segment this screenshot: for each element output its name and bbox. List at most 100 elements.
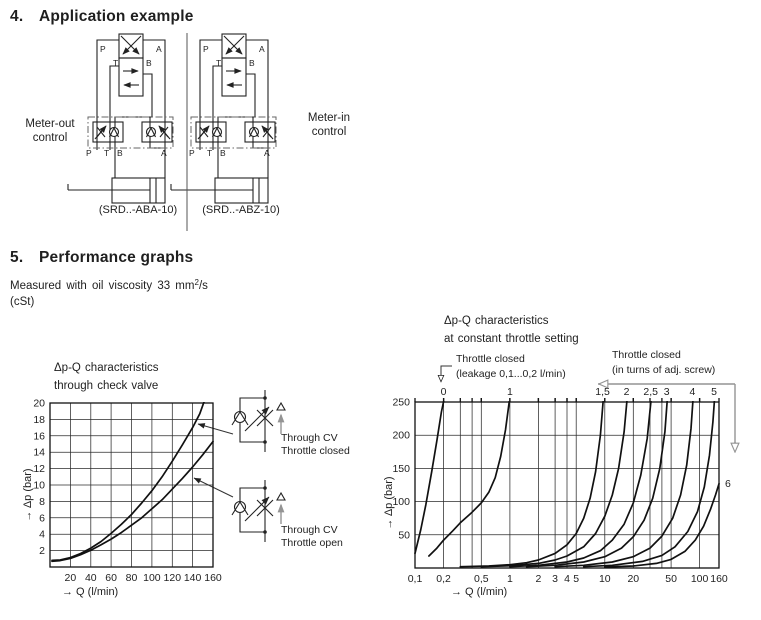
y-tick-label: 8 (39, 496, 45, 508)
right-chart-ylabel: → Δp (bar) (383, 476, 395, 530)
left-chart-xlabel: → Q (l/min) (62, 586, 119, 598)
viscosity-text: Measured with oil viscosity 33 mm (10, 280, 195, 292)
x-tick-label: 5 (573, 573, 579, 585)
y-tick-label: 200 (392, 430, 410, 442)
annotation-throttle-closed-leakage: Throttle closed (leakage 0,1...0,2 l/min… (456, 353, 566, 380)
plot-frame (49, 402, 214, 568)
throttle-setting-chart-plot: 0,1 0,2 0,5 1 2 3 4 5 10 20 50 100 16050100150200250… (392, 386, 731, 585)
curve-through-cv-throttle-open (51, 440, 214, 563)
x-tick-label: 1 (507, 573, 513, 585)
plate-port-p: P (86, 148, 92, 158)
curve-through-cv-throttle-closed (51, 402, 205, 562)
y-tick-label: 2 (39, 545, 45, 557)
x-tick-label: 4 (564, 573, 570, 585)
through-cv-closed-label: Through CV Throttle closed (281, 432, 350, 457)
application-example-diagrams: P A T B P T B A (67, 33, 365, 231)
x-tick-label: 3 (552, 573, 558, 585)
x-tick-label: 100 (143, 572, 161, 584)
sandwich-plate-box (87, 116, 174, 149)
port-label-b: B (146, 58, 152, 68)
curve-label-2: 2 (624, 386, 630, 398)
plate-port-t: T (104, 148, 109, 158)
x-tick-label: 0,2 (436, 573, 451, 585)
leader-throttle-closed-0 (441, 365, 452, 381)
cylinder-symbol (67, 177, 166, 204)
curve-2,5 (509, 401, 652, 568)
x-tick-label: 120 (164, 572, 182, 584)
curve-label-6: 6 (725, 478, 731, 490)
x-tick-label: 160 (204, 572, 222, 584)
cv-throttle-open-symbol (231, 480, 286, 542)
right-chart-xlabel: → Q (l/min) (451, 586, 508, 598)
curve-1,5 (459, 401, 605, 568)
y-tick-label: 150 (392, 463, 410, 475)
curve-3 (525, 401, 669, 568)
plate-port-b: B (117, 148, 123, 158)
hydraulic-circuit: P A T B P T B A (67, 33, 174, 204)
y-tick-label: 16 (33, 430, 45, 442)
x-tick-label: 10 (599, 573, 611, 585)
curve-0 (414, 401, 445, 555)
curve-label-2,5: 2,5 (643, 386, 658, 398)
y-tick-label: 10 (33, 480, 45, 492)
curve-1 (428, 401, 511, 557)
y-tick-label: 50 (398, 529, 410, 541)
annotation-throttle-closed-turns: Throttle closed (in turns of adj. screw) (612, 349, 716, 376)
curve-label-4: 4 (689, 386, 695, 398)
left-chart-title: Δp-Q characteristics through check valve (54, 362, 159, 392)
section-4-number: 4. (10, 8, 24, 25)
port-label-t: T (113, 58, 118, 68)
check-valve-icon (233, 500, 247, 514)
x-tick-label: 2 (535, 573, 541, 585)
throttle-icon (256, 499, 274, 517)
y-tick-label: 18 (33, 414, 45, 426)
check-valve-chart-plot: 20 40 60 80 100 120 140 160 2 4 6 8 10 12 14 16 18 20 (33, 398, 222, 585)
leader-arrow-closed-curve (197, 423, 234, 435)
y-tick-label: 14 (33, 447, 45, 459)
x-tick-label: 20 (627, 573, 639, 585)
section-4-heading: 4. Application example (10, 8, 194, 26)
directional-valve-symbol (118, 33, 144, 97)
x-tick-label: 0,1 (408, 573, 423, 585)
throttle-icon (256, 409, 274, 427)
x-tick-label: 100 (691, 573, 709, 585)
viscosity-cst: (cSt) (10, 296, 35, 308)
section-5-number: 5. (10, 249, 24, 266)
y-tick-label: 12 (33, 463, 45, 475)
curve-label-1: 1 (507, 386, 513, 398)
plate-port-a: A (161, 148, 167, 158)
right-chart-title: Δp-Q characteristics at constant throttl… (444, 315, 579, 345)
x-tick-label: 80 (126, 572, 138, 584)
section-4-title: Application example (39, 8, 194, 25)
check-valve-icon (233, 410, 247, 424)
viscosity-note: Measured with oil viscosity 33 mm2/s (cS… (10, 275, 208, 310)
section-5-heading: 5. Performance graphs (10, 249, 193, 267)
flow-direction-icon (276, 401, 286, 411)
meter-out-label: Meter-out control (25, 118, 75, 144)
leader-turns-arrow (598, 384, 735, 451)
check-valve-chart: 20 40 60 80 100 120 140 160 2 4 6 8 10 12 14 16 18 20 (33, 390, 286, 585)
viscosity-sup: 2 (194, 278, 199, 287)
x-tick-label: 0,5 (474, 573, 489, 585)
x-tick-label: 160 (710, 573, 728, 585)
section-5-title: Performance graphs (39, 249, 194, 266)
curve-6 (603, 482, 720, 568)
left-chart-ylabel: → Δp (bar) (22, 468, 34, 522)
y-tick-label: 250 (392, 397, 410, 409)
flow-direction-icon (276, 491, 286, 501)
throttle-check-valve-unit (92, 121, 173, 143)
x-tick-label: 60 (105, 572, 117, 584)
meter-in-label: Meter-in control (307, 112, 351, 138)
y-tick-label: 20 (33, 398, 45, 410)
cv-throttle-closed-symbol (231, 390, 286, 452)
x-tick-label: 50 (665, 573, 677, 585)
curve-label-3: 3 (664, 386, 670, 398)
port-label-p: P (100, 44, 106, 54)
viscosity-unit: /s (198, 280, 208, 292)
y-tick-label: 6 (39, 512, 45, 524)
x-tick-label: 140 (184, 572, 202, 584)
caption-srd-aba: (SRD..-ABA-10) (98, 204, 178, 216)
curve-label-0: 0 (441, 386, 447, 398)
curve-label-1,5: 1,5 (595, 386, 610, 398)
